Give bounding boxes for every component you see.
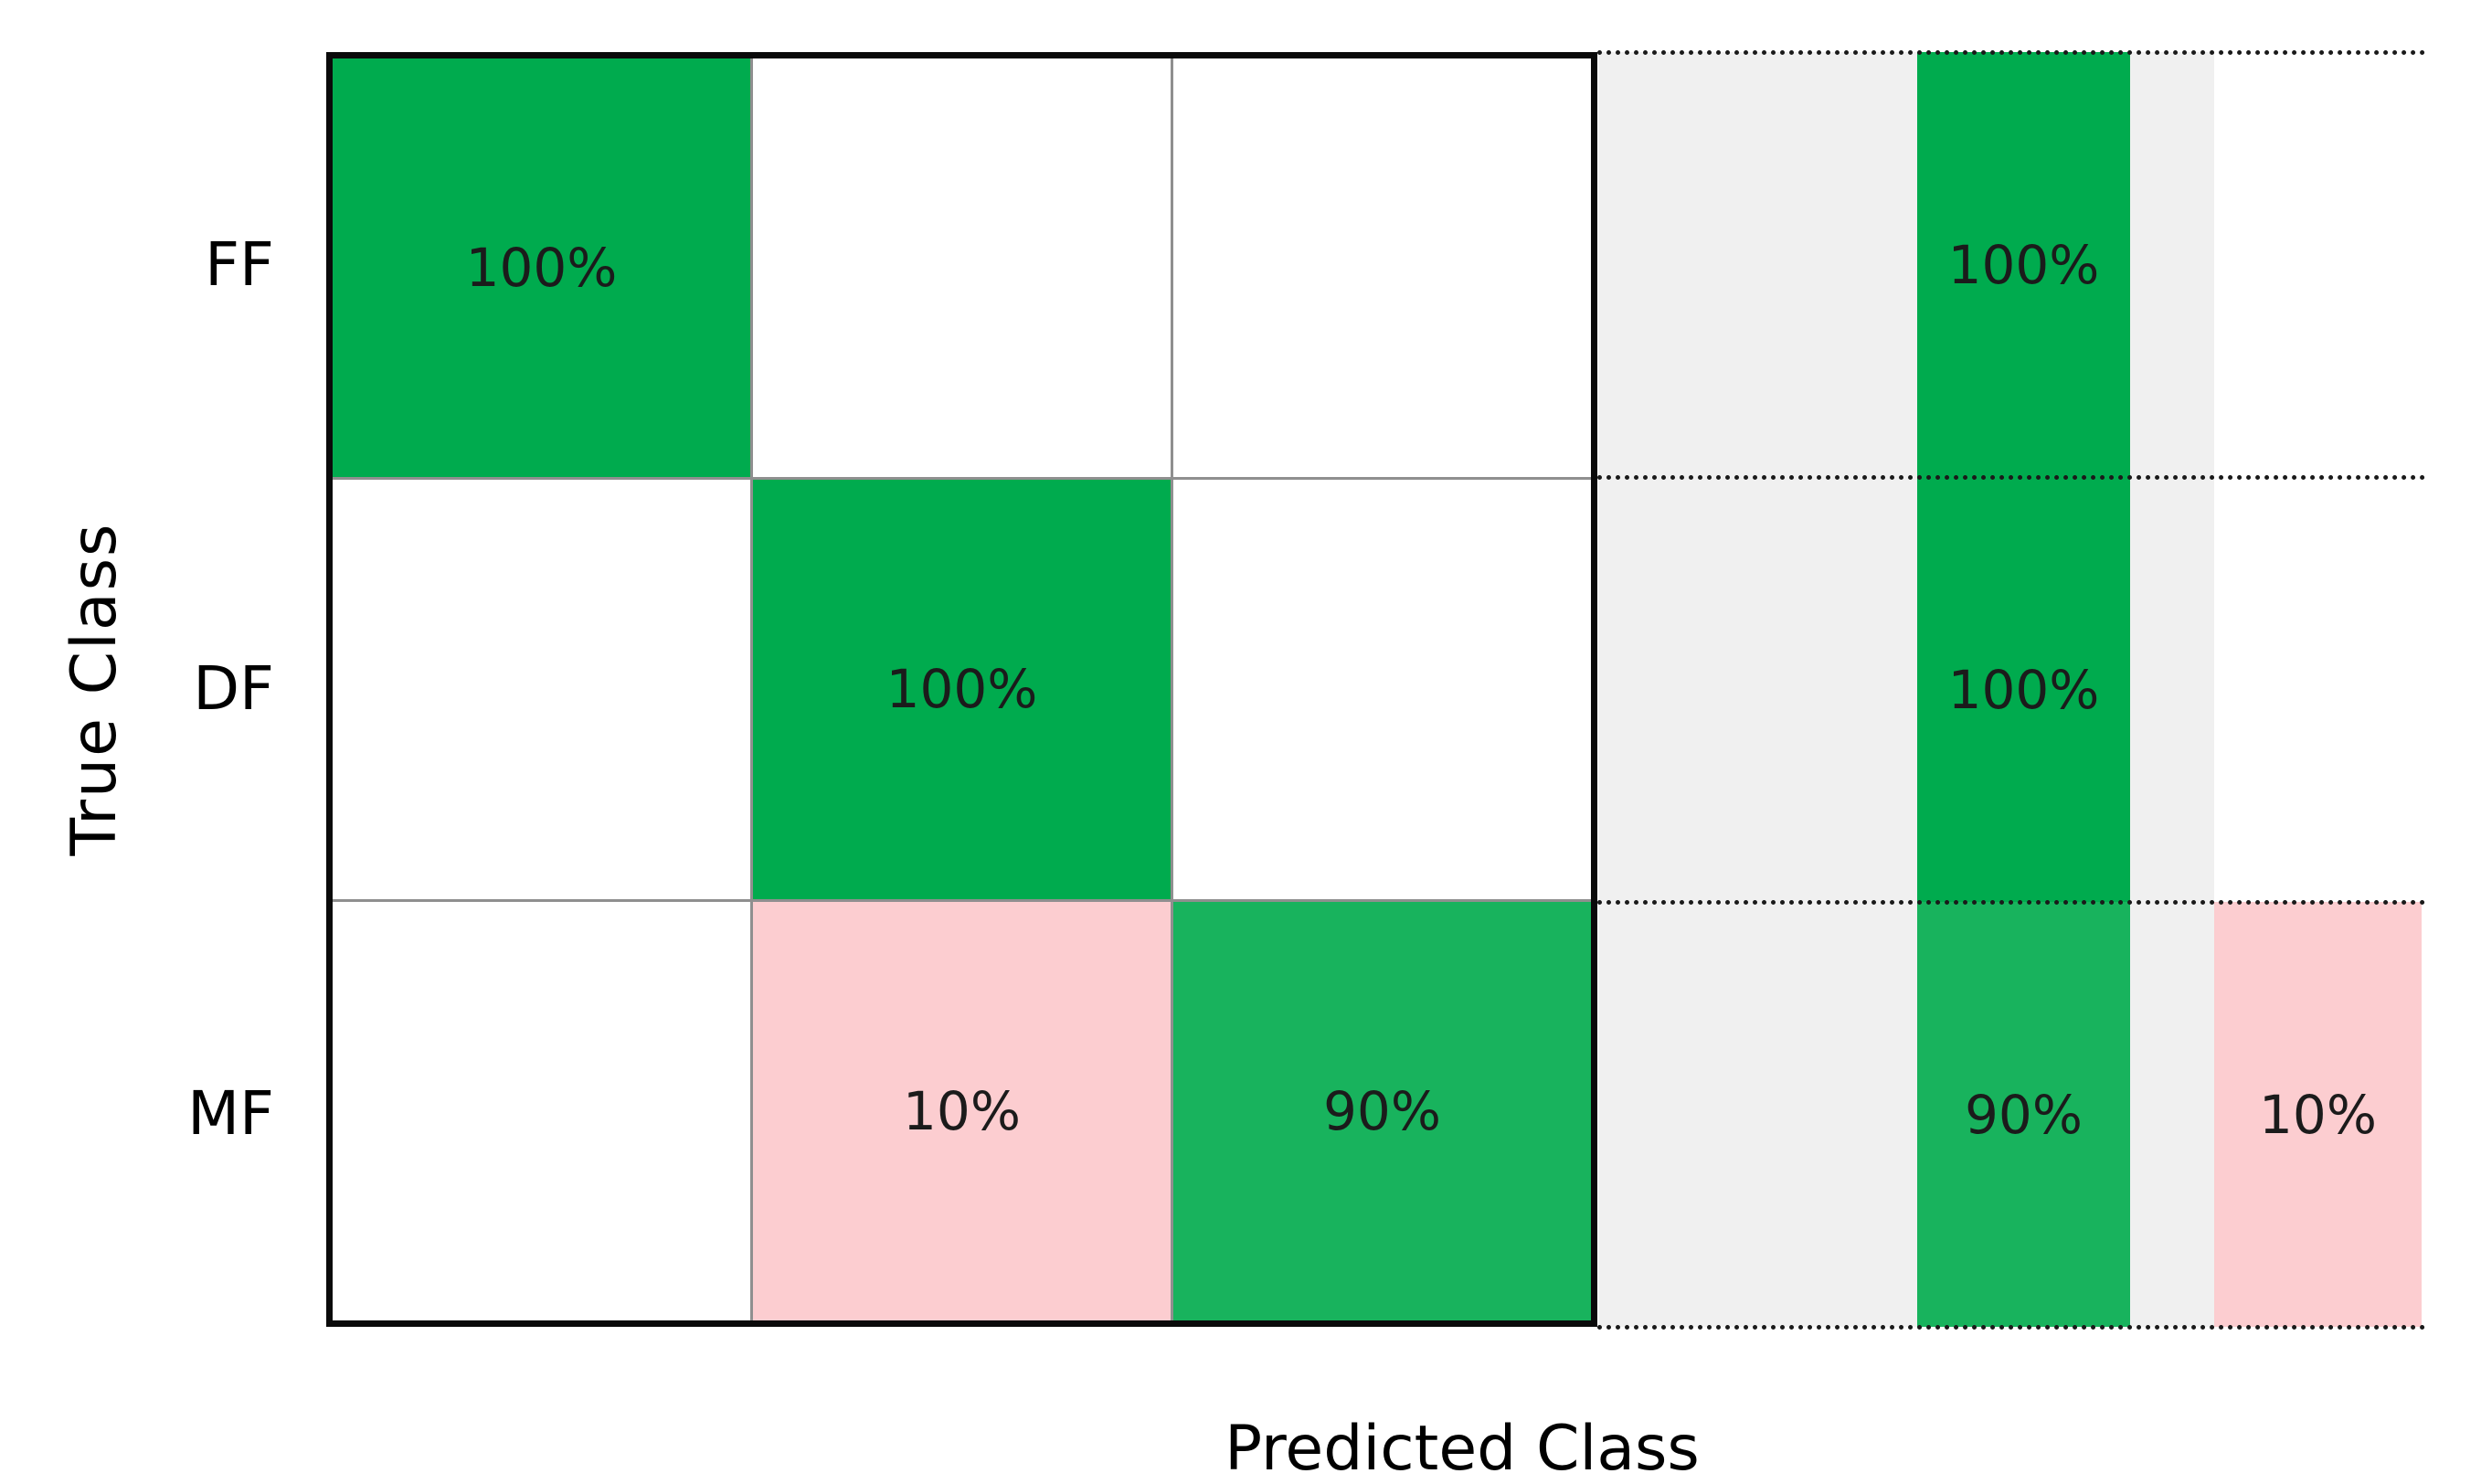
matrix-cell-df-df: 100% (753, 480, 1171, 899)
dotted-row-separator-ff-df (1597, 475, 2425, 480)
dotted-row-separator-df-mf (1597, 900, 2425, 905)
summary-incorrect-mf: 10% (2214, 902, 2422, 1327)
matrix-cell-mf-ff (333, 901, 750, 1320)
x-axis-label: Predicted Class (1225, 1413, 1700, 1484)
summary-value: 100% (1947, 233, 2100, 296)
matrix-cell-df-ff (333, 480, 750, 899)
cell-value: 90% (1323, 1079, 1441, 1142)
cell-value: 100% (465, 237, 618, 300)
matrix-cell-ff-mf (1173, 58, 1591, 478)
dotted-row-separator-top (1597, 50, 2425, 55)
summary-value: 90% (1965, 1083, 2083, 1146)
row-summary-correct-column: 100% 100% 90% (1917, 52, 2130, 1327)
matrix-grid: 100% 100% 10% 90% (326, 52, 1597, 1327)
matrix-cell-mf-df: 10% (753, 901, 1171, 1320)
summary-correct-df: 100% (1917, 477, 2130, 902)
matrix-cell-df-mf (1173, 480, 1591, 899)
row-label-df: DF (193, 653, 274, 724)
matrix-cell-ff-ff: 100% (333, 58, 750, 478)
summary-correct-ff: 100% (1917, 52, 2130, 477)
cell-value: 100% (885, 658, 1038, 721)
summary-correct-mf: 90% (1917, 902, 2130, 1327)
summary-value: 100% (1947, 658, 2100, 721)
cell-value: 10% (903, 1079, 1021, 1142)
matrix-cell-mf-mf: 90% (1173, 901, 1591, 1320)
matrix-cell-ff-df (753, 58, 1171, 478)
summary-value: 10% (2259, 1083, 2377, 1146)
row-label-ff: FF (205, 229, 274, 300)
dotted-row-separator-bottom (1597, 1325, 2425, 1330)
row-label-mf: MF (187, 1078, 274, 1149)
